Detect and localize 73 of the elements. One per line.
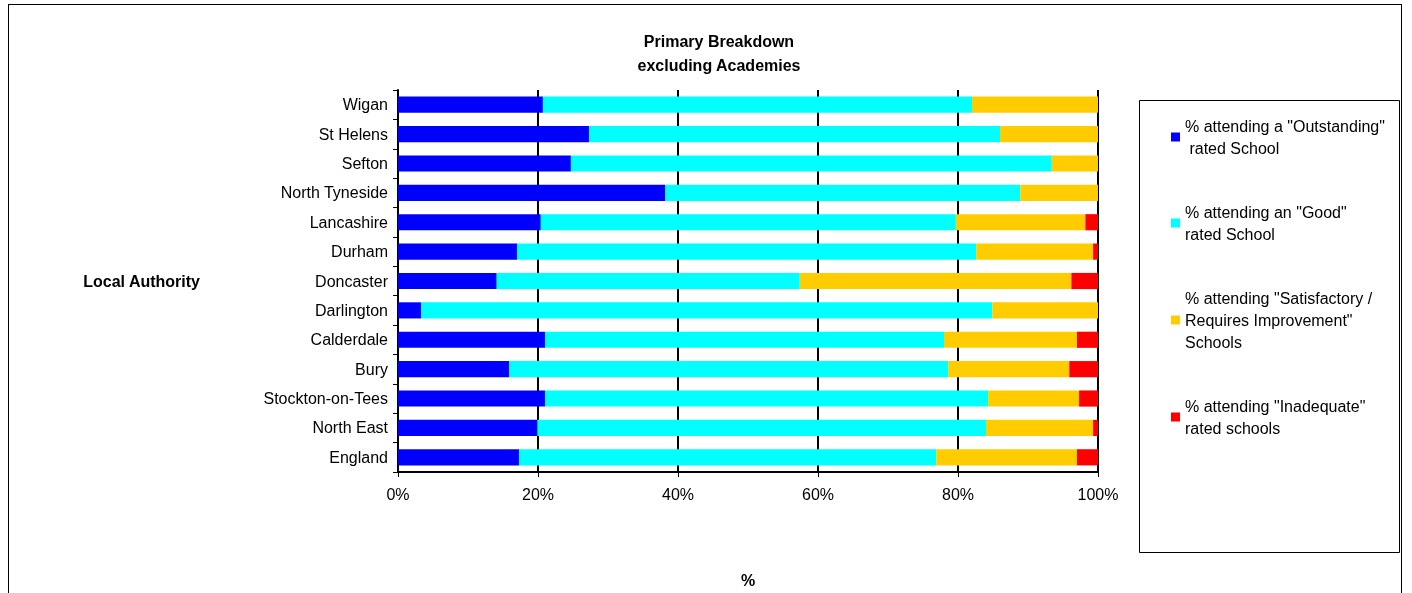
y-tick-label: Lancashire	[309, 213, 389, 231]
bar	[986, 419, 1094, 436]
bar	[936, 449, 1077, 466]
bar	[398, 302, 422, 319]
bar	[398, 449, 520, 466]
y-tick-label: Wigan	[342, 96, 388, 114]
bar	[1077, 331, 1098, 348]
bar	[1020, 184, 1098, 201]
y-tick-label: St Helens	[318, 125, 388, 143]
bar	[398, 155, 571, 172]
bar	[545, 390, 989, 407]
bar	[398, 419, 538, 436]
bar	[992, 302, 1098, 319]
y-tick-label: Darlington	[315, 301, 388, 319]
y-tick-label: North East	[312, 419, 389, 437]
bar	[398, 243, 517, 260]
bar	[398, 184, 666, 201]
bar	[1069, 361, 1098, 378]
y-tick-label: Durham	[331, 243, 388, 261]
y-tick-label: Stockton-on-Tees	[263, 390, 388, 408]
bar	[398, 96, 543, 113]
chart-title: Primary Breakdown excluding Academies	[637, 32, 801, 74]
bar	[398, 214, 541, 231]
bar	[955, 214, 1086, 231]
bar	[570, 155, 1052, 172]
bar	[1079, 390, 1098, 407]
x-tick-label: 0%	[386, 485, 410, 503]
bar	[545, 331, 944, 348]
bar	[1071, 272, 1098, 290]
bar	[948, 361, 1070, 378]
bar	[398, 390, 545, 407]
bar	[398, 126, 590, 143]
legend-label: % attending "Inadequate" rated schools	[1185, 397, 1370, 437]
bar	[799, 272, 1072, 290]
bar	[1085, 214, 1098, 231]
bar	[1093, 243, 1098, 260]
bar	[589, 126, 1000, 143]
y-tick-label: Sefton	[341, 154, 388, 172]
x-axis-title: %	[740, 571, 756, 589]
bar	[398, 331, 545, 348]
bar	[540, 214, 956, 231]
y-tick-label: Calderdale	[310, 331, 389, 349]
y-tick-label: England	[329, 448, 388, 466]
bar	[517, 243, 977, 260]
bar	[1077, 449, 1098, 466]
bar	[1093, 419, 1098, 436]
bar	[496, 272, 800, 290]
bar	[398, 361, 510, 378]
x-tick-label: 20%	[521, 485, 555, 503]
y-tick-label: Bury	[355, 360, 388, 378]
x-tick-label: 40%	[661, 485, 695, 503]
bar	[519, 449, 937, 466]
bar	[1000, 126, 1098, 143]
y-tick-label: North Tyneside	[280, 184, 389, 202]
bar	[398, 272, 497, 290]
bar	[972, 96, 1098, 113]
legend-label: % attending an "Good" rated School	[1185, 203, 1352, 243]
x-tick-label: 80%	[941, 485, 975, 503]
bar	[542, 96, 972, 113]
bar	[509, 361, 949, 378]
bar	[944, 331, 1077, 348]
bar	[988, 390, 1080, 407]
bar	[421, 302, 993, 319]
bar	[976, 243, 1094, 260]
legend-label: % attending "Satisfactory / Requires Improvement" Schools	[1185, 289, 1377, 351]
y-axis-title: Local Authority	[83, 272, 201, 290]
x-tick-label: 60%	[801, 485, 835, 503]
x-tick-label: 100%	[1077, 485, 1119, 503]
bar	[1051, 155, 1098, 172]
bar	[537, 419, 986, 436]
bar	[665, 184, 1021, 201]
legend-label: % attending a "Outstanding" rated School	[1185, 117, 1385, 157]
y-tick-label: Doncaster	[315, 272, 389, 290]
